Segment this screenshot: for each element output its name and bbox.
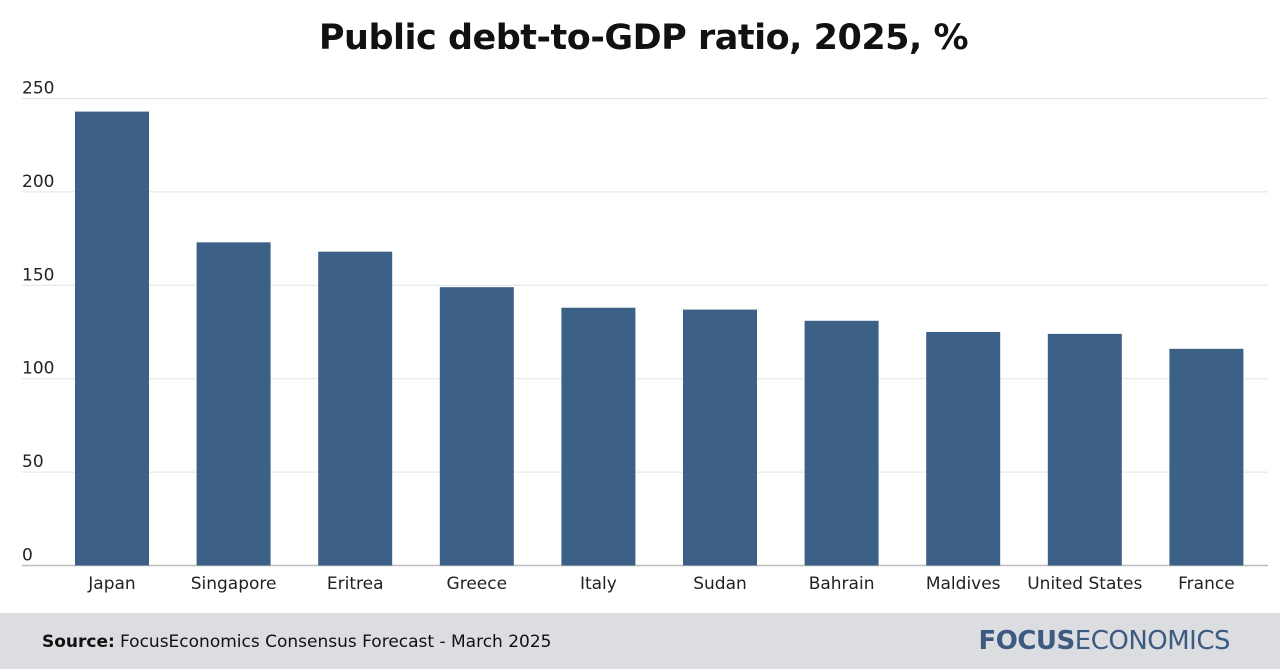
y-tick-label: 100 <box>22 359 54 379</box>
bar-japan <box>75 111 149 566</box>
bar-singapore <box>196 242 271 566</box>
bar-italy <box>561 307 636 566</box>
x-tick-label: Italy <box>580 574 617 594</box>
bar-bahrain <box>804 320 879 566</box>
x-axis-labels: Japan Singapore Eritrea Greece Italy Sudan Bah… <box>87 574 1234 594</box>
x-tick-label: France <box>1178 574 1235 594</box>
x-tick-label: Sudan <box>693 574 747 594</box>
brand-logo-bold: FOCUS <box>978 626 1075 656</box>
source-text: FocusEconomics Consensus Forecast - Marc… <box>120 632 552 652</box>
x-tick-label: Maldives <box>926 574 1001 594</box>
x-tick-label: Singapore <box>191 574 277 594</box>
bar-maldives <box>926 332 1001 566</box>
footer: Source: FocusEconomics Consensus Forecas… <box>0 613 1280 669</box>
y-tick-label: 150 <box>22 265 54 285</box>
x-tick-label: Eritrea <box>327 574 384 594</box>
x-tick-label: Japan <box>87 574 135 594</box>
bars <box>75 111 1244 566</box>
y-tick-label: 0 <box>22 546 33 566</box>
bar-greece <box>439 287 514 566</box>
chart-title: Public debt-to-GDP ratio, 2025, % <box>318 18 969 58</box>
y-axis-ticks: 0 50 100 150 200 250 <box>22 79 54 566</box>
source-label: Source: <box>42 632 115 652</box>
brand-logo: FOCUSECONOMICS <box>978 626 1230 656</box>
brand-logo-rest: ECONOMICS <box>1074 626 1231 656</box>
y-tick-label: 50 <box>22 452 44 472</box>
bar-france <box>1169 348 1244 566</box>
x-tick-label: United States <box>1027 574 1142 594</box>
x-tick-label: Bahrain <box>809 574 875 594</box>
y-tick-label: 200 <box>22 172 54 192</box>
bar-chart: 0 50 100 150 200 250 Japan Singapore Eritrea Gre… <box>22 79 1268 594</box>
bar-sudan <box>683 309 757 566</box>
bar-eritrea <box>318 251 393 566</box>
x-tick-label: Greece <box>447 574 508 594</box>
bar-united-states <box>1047 333 1122 566</box>
y-tick-label: 250 <box>22 79 54 99</box>
